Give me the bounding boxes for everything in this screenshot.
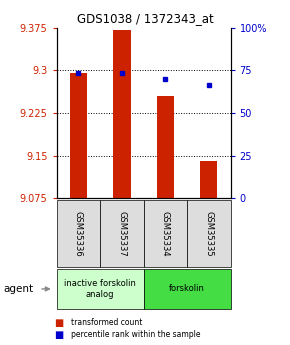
- Text: ■: ■: [54, 318, 63, 327]
- Text: ■: ■: [54, 330, 63, 339]
- Text: forskolin: forskolin: [169, 284, 205, 294]
- Text: inactive forskolin
analog: inactive forskolin analog: [64, 279, 136, 299]
- Text: GSM35335: GSM35335: [204, 211, 213, 257]
- Text: percentile rank within the sample: percentile rank within the sample: [71, 330, 201, 339]
- Text: GSM35334: GSM35334: [161, 211, 170, 257]
- Bar: [200, 161, 218, 198]
- Text: GSM35337: GSM35337: [117, 211, 126, 257]
- Bar: [113, 30, 130, 198]
- Text: agent: agent: [3, 284, 33, 294]
- Text: GSM35336: GSM35336: [74, 211, 83, 257]
- Bar: [157, 96, 174, 198]
- Bar: [70, 73, 87, 198]
- Text: GDS1038 / 1372343_at: GDS1038 / 1372343_at: [77, 12, 213, 25]
- Text: transformed count: transformed count: [71, 318, 142, 327]
